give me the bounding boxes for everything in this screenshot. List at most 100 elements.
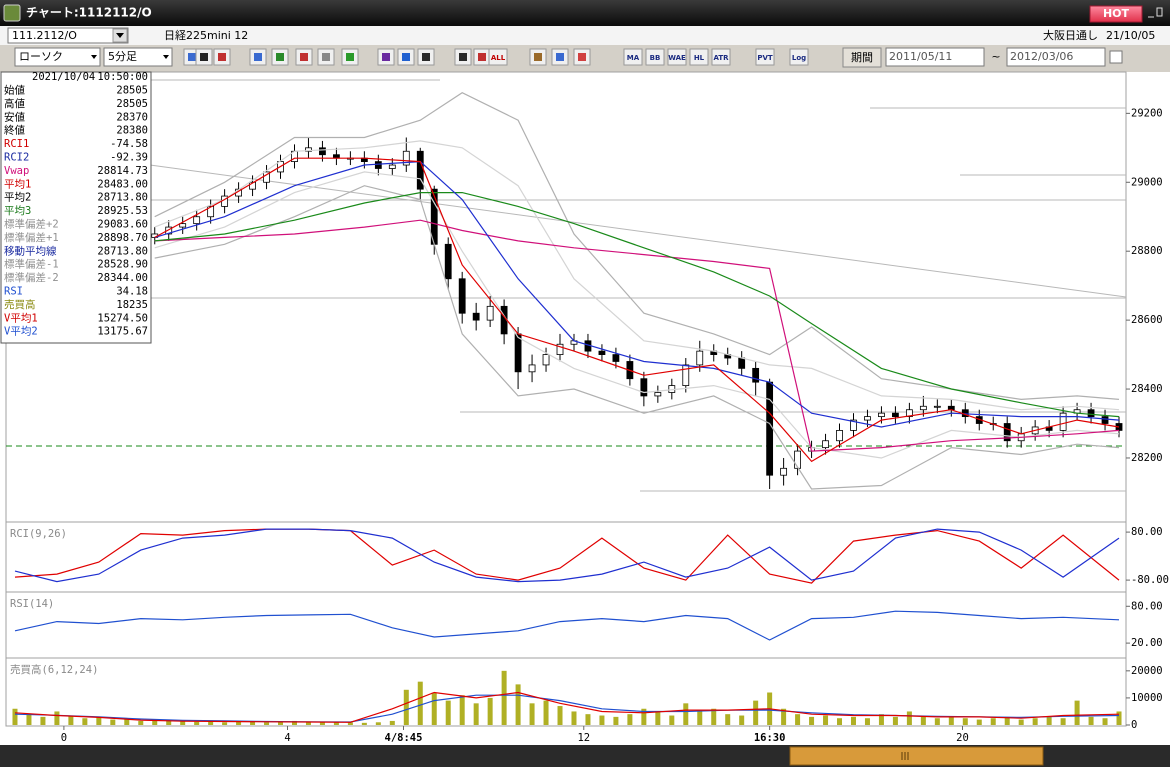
info-label: V平均1 xyxy=(4,311,38,324)
info-value: 13175.67 xyxy=(97,326,148,338)
overlay-line xyxy=(154,192,1120,418)
period-from[interactable]: 2011/05/11 xyxy=(889,50,952,63)
candle-body xyxy=(374,161,382,169)
volume-bar xyxy=(54,711,60,725)
toolbar-glyph xyxy=(200,53,208,61)
volume-bar xyxy=(26,714,32,725)
volume-bar xyxy=(138,720,144,725)
candle-body xyxy=(1059,412,1067,431)
info-label: 売買高 xyxy=(4,298,36,311)
period-to[interactable]: 2012/03/06 xyxy=(1010,50,1073,63)
checkbox[interactable] xyxy=(1109,50,1123,64)
toolbar-glyph xyxy=(478,53,486,61)
maximize[interactable] xyxy=(1156,7,1163,17)
volume-bar xyxy=(291,720,297,725)
window-title: チャート:1112112/O xyxy=(26,6,152,20)
info-label: 平均1 xyxy=(4,177,31,190)
toolbar-button[interactable] xyxy=(755,48,775,66)
info-value: 29083.60 xyxy=(97,219,148,231)
x-tick-label: 16:30 xyxy=(754,732,786,744)
volume-bar xyxy=(795,714,801,725)
overlay-line xyxy=(154,160,1120,428)
interval[interactable]: 5分足 xyxy=(108,50,137,63)
chart-area xyxy=(0,72,1170,745)
toolbar-button[interactable] xyxy=(711,48,731,66)
toolbar-button[interactable] xyxy=(623,48,643,66)
volume-bar xyxy=(68,715,74,725)
volume-bar xyxy=(110,719,116,725)
candle-body xyxy=(892,412,899,418)
volume-bar xyxy=(1004,716,1010,725)
x-tick-label: 12 xyxy=(577,732,590,744)
candle-body xyxy=(850,419,857,431)
x-tick-label: 20 xyxy=(956,732,969,744)
info-label: 安値 xyxy=(4,110,25,123)
volume-bar xyxy=(264,722,270,725)
toolbar-button[interactable] xyxy=(488,48,508,66)
chart-kind-box[interactable] xyxy=(14,47,101,67)
session: 大阪日通し xyxy=(1043,28,1098,42)
volume-bar xyxy=(669,715,675,725)
volume-bar xyxy=(739,715,745,725)
symbol-box[interactable] xyxy=(7,27,129,44)
volume-bar xyxy=(878,714,884,725)
info-panel: 2021/10/04 10:50:00 始値 28505 高値 28505 安値 2837… xyxy=(0,71,152,344)
toolbar-button-label[interactable]: ATR xyxy=(713,54,729,62)
info-box xyxy=(0,71,152,344)
toolbar-button-label[interactable]: BB xyxy=(650,54,661,62)
toolbar-button[interactable] xyxy=(645,48,665,66)
toolbar-button-label[interactable]: HL xyxy=(694,54,705,62)
info-value: 28505 xyxy=(116,85,148,97)
info-label: RCI2 xyxy=(4,152,29,164)
scroll-thumb[interactable] xyxy=(789,746,1044,766)
volume-bar xyxy=(1060,718,1066,725)
hot-button[interactable] xyxy=(1089,5,1143,23)
info-label: 終値 xyxy=(4,124,25,137)
volume-bar xyxy=(1088,716,1094,725)
info-value: 28713.80 xyxy=(97,192,148,204)
toolbar-glyph xyxy=(346,53,354,61)
candle-body xyxy=(780,467,788,476)
toolbar-button-label[interactable]: Log xyxy=(792,54,806,62)
info-value: 28505 xyxy=(116,98,148,110)
volume-bar xyxy=(445,700,451,725)
window-controls xyxy=(1148,7,1163,18)
toolbar-row xyxy=(0,26,1170,45)
volume-bar xyxy=(641,708,647,725)
info-date: 2021/10/04 xyxy=(32,71,95,83)
candle-body xyxy=(486,305,494,321)
period-button[interactable] xyxy=(842,47,882,68)
candle-body xyxy=(1003,423,1011,442)
candle-body xyxy=(1101,416,1109,424)
hot-label[interactable]: HOT xyxy=(1103,7,1130,20)
candle-body xyxy=(794,450,801,469)
period-from-box[interactable] xyxy=(885,47,985,67)
toolbar-button[interactable] xyxy=(789,48,809,66)
volume-bar xyxy=(655,711,661,725)
toolbar-button-label[interactable]: MA xyxy=(627,54,640,62)
volume-bar xyxy=(543,700,549,725)
toolbar-button-label[interactable]: ALL xyxy=(491,54,506,62)
y-tick-label: 28800 xyxy=(1131,245,1163,257)
volume-bar xyxy=(850,716,856,725)
toolbar-button[interactable] xyxy=(667,48,687,66)
volume-bar xyxy=(1116,711,1122,725)
symbol[interactable]: 111.2112/O xyxy=(12,29,77,42)
info-time: 10:50:00 xyxy=(97,71,148,83)
volume-bar xyxy=(431,692,437,725)
interval-box[interactable] xyxy=(103,47,173,67)
period-button-label[interactable]: 期間 xyxy=(851,51,873,64)
chart-kind[interactable]: ローソク xyxy=(19,50,63,63)
toolbar-button-label[interactable]: WAE xyxy=(668,54,686,62)
y-tick-label: 0 xyxy=(1131,719,1137,731)
toolbar-button-label[interactable]: PVT xyxy=(757,54,773,62)
info-value: 28344.00 xyxy=(97,272,148,284)
y-tick-label: -80.00 xyxy=(1131,574,1169,586)
period-to-box[interactable] xyxy=(1006,47,1106,67)
toolbar-button[interactable] xyxy=(689,48,709,66)
candle-body xyxy=(598,350,606,355)
info-value: -92.39 xyxy=(110,152,148,164)
info-label: RSI xyxy=(4,286,23,298)
axes: 29200 29000 28800 28600 28400 28200 80.00 -80.0… xyxy=(10,107,1169,744)
